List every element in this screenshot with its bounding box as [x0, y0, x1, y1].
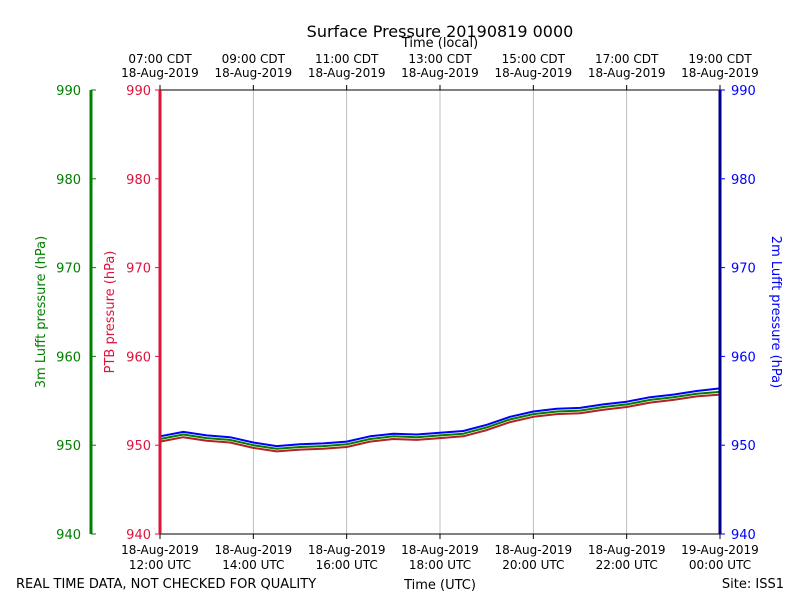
- bottom-tick-time: 14:00 UTC: [222, 558, 284, 572]
- lufft2m-tick-label: 990: [731, 84, 756, 99]
- top-tick-time: 19:00 CDT: [688, 52, 752, 66]
- lufft3m-tick-label: 960: [56, 350, 81, 365]
- top-tick-date: 18-Aug-2019: [215, 66, 293, 80]
- bottom-tick-date: 18-Aug-2019: [401, 543, 479, 557]
- top-tick-date: 18-Aug-2019: [681, 66, 759, 80]
- bottom-tick-time: 00:00 UTC: [689, 558, 751, 572]
- lufft2m-tick-label: 970: [731, 262, 756, 277]
- lufft2m-tick-label: 960: [731, 350, 756, 365]
- ptb-tick-label: 950: [126, 439, 151, 454]
- top-tick-time: 13:00 CDT: [408, 52, 472, 66]
- bottom-axis-label: Time (UTC): [403, 578, 476, 593]
- lufft2m-series-line: [159, 387, 721, 448]
- top-tick-date: 18-Aug-2019: [495, 66, 573, 80]
- top-tick-date: 18-Aug-2019: [401, 66, 479, 80]
- bottom-tick-date: 18-Aug-2019: [588, 543, 666, 557]
- top-tick-date: 18-Aug-2019: [308, 66, 386, 80]
- top-tick-date: 18-Aug-2019: [588, 66, 666, 80]
- lufft2m-tick-label: 980: [731, 173, 756, 188]
- ptb-tick-label: 990: [126, 84, 151, 99]
- ptb-tick-label: 940: [126, 528, 151, 543]
- top-tick-time: 11:00 CDT: [315, 52, 379, 66]
- bottom-tick-time: 16:00 UTC: [316, 558, 378, 572]
- ptb-tick-label: 960: [126, 350, 151, 365]
- lufft2m-tick-label: 950: [731, 439, 756, 454]
- bottom-tick-time: 22:00 UTC: [596, 558, 658, 572]
- ptb-tick-label: 980: [126, 173, 151, 188]
- ptb-tick-label: 970: [126, 262, 151, 277]
- bottom-tick-date: 18-Aug-2019: [495, 543, 573, 557]
- site-label: Site: ISS1: [722, 577, 784, 592]
- lufft2m-tick-label: 940: [731, 528, 756, 543]
- chart-title: Surface Pressure 20190819 0000: [307, 22, 574, 41]
- lufft2m-axis-label: 2m Lufft pressure (hPa): [768, 236, 783, 388]
- bottom-tick-time: 12:00 UTC: [129, 558, 191, 572]
- bottom-tick-date: 19-Aug-2019: [681, 543, 759, 557]
- top-tick-time: 17:00 CDT: [595, 52, 659, 66]
- quality-disclaimer: REAL TIME DATA, NOT CHECKED FOR QUALITY: [16, 577, 316, 592]
- top-axis-label: Time (local): [401, 36, 478, 51]
- top-tick-time: 07:00 CDT: [128, 52, 192, 66]
- bottom-tick-time: 18:00 UTC: [409, 558, 471, 572]
- lufft3m-tick-label: 970: [56, 262, 81, 277]
- lufft3m-tick-label: 950: [56, 439, 81, 454]
- top-tick-date: 18-Aug-2019: [121, 66, 199, 80]
- y-axis-ticks: 940 940 940 950 950 950 960 960 960 970 970 970 980 9…: [56, 84, 756, 543]
- bottom-tick-date: 18-Aug-2019: [121, 543, 199, 557]
- top-tick-time: 09:00 CDT: [222, 52, 286, 66]
- vertical-gridlines: [252, 90, 628, 534]
- lufft3m-tick-label: 940: [56, 528, 81, 543]
- lufft3m-tick-label: 980: [56, 173, 81, 188]
- lufft3m-series-line: [159, 390, 721, 450]
- bottom-tick-date: 18-Aug-2019: [308, 543, 386, 557]
- lufft3m-axis-label: 3m Lufft pressure (hPa): [34, 236, 49, 388]
- ptb-series-line: [159, 393, 721, 453]
- top-tick-time: 15:00 CDT: [502, 52, 566, 66]
- bottom-tick-time: 20:00 UTC: [502, 558, 564, 572]
- bottom-tick-date: 18-Aug-2019: [215, 543, 293, 557]
- ptb-axis-label: PTB pressure (hPa): [103, 251, 118, 374]
- lufft3m-tick-label: 990: [56, 84, 81, 99]
- series-layer: [159, 387, 721, 453]
